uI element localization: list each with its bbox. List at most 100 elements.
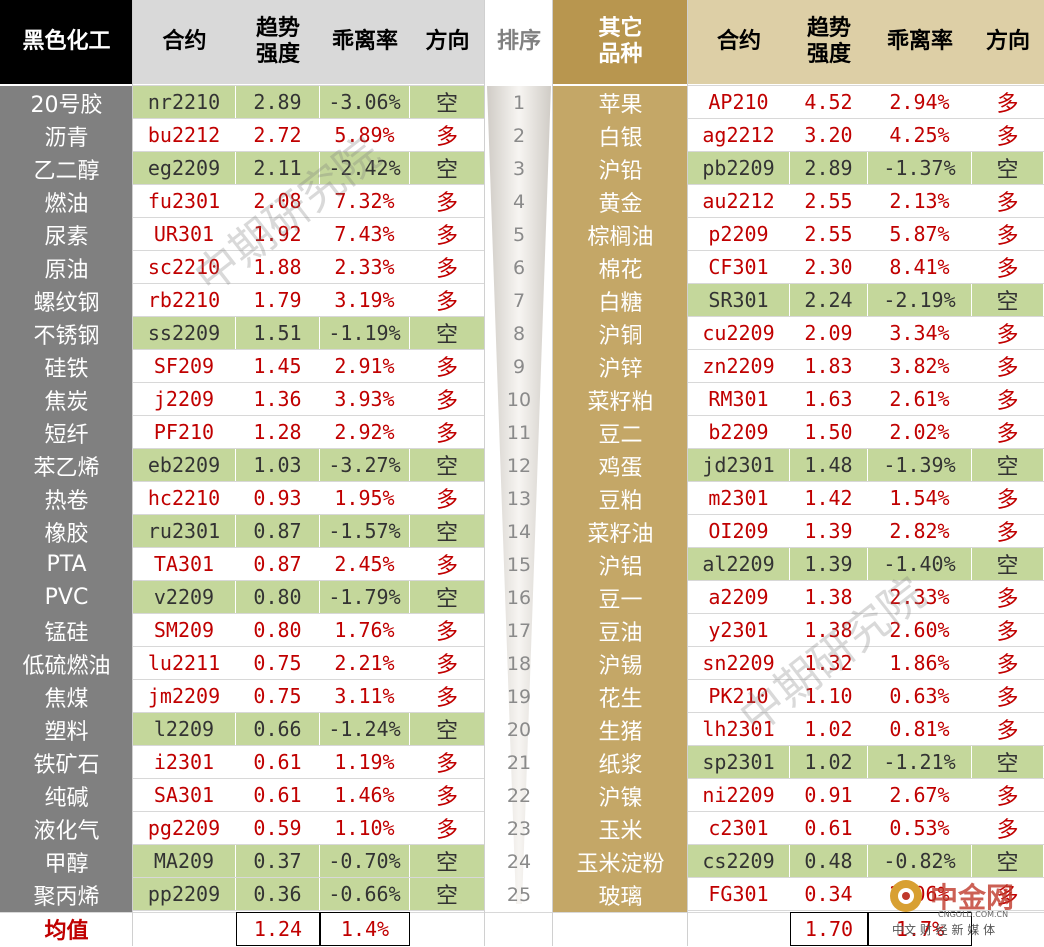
left-row-trend: 0.61	[236, 779, 320, 812]
left-row-trend: 0.61	[236, 746, 320, 779]
rank-number: 16	[506, 586, 532, 609]
left-row-contract: hc2210	[133, 482, 236, 515]
footer-right-trend-avg: 1.70	[790, 912, 868, 946]
left-row-direction: 空	[410, 317, 485, 350]
right-row-contract: a2209	[688, 581, 790, 614]
left-row-divider	[133, 151, 485, 152]
right-row-divider	[688, 151, 1044, 152]
left-row-contract: j2209	[133, 383, 236, 416]
left-row-trend: 1.79	[236, 284, 320, 317]
right-row-name: 沪锌	[598, 356, 643, 382]
right-row-divider	[688, 283, 1044, 284]
left-row-deviation: -1.79%	[320, 581, 410, 614]
left-row-direction: 空	[410, 152, 485, 185]
right-row-contract: p2209	[688, 218, 790, 251]
left-row-direction: 多	[410, 746, 485, 779]
left-row-divider	[133, 349, 485, 350]
left-row-divider	[133, 580, 485, 581]
left-row-trend: 1.51	[236, 317, 320, 350]
right-row-trend: 2.89	[790, 152, 868, 185]
left-row-divider	[133, 316, 485, 317]
left-row-contract: l2209	[133, 713, 236, 746]
right-row-trend: 1.42	[790, 482, 868, 515]
left-row-divider	[133, 547, 485, 548]
left-row-contract: pg2209	[133, 812, 236, 845]
right-row-deviation: 3.82%	[868, 350, 972, 383]
left-row-contract: lu2211	[133, 647, 236, 680]
left-row-trend: 1.92	[236, 218, 320, 251]
footer-bg	[0, 912, 1044, 947]
left-row-deviation: 3.11%	[320, 680, 410, 713]
left-row-direction: 多	[410, 647, 485, 680]
left-row-direction: 空	[410, 581, 485, 614]
right-row-trend: 1.39	[790, 515, 868, 548]
right-row-trend: 1.39	[790, 548, 868, 581]
left-row-contract: TA301	[133, 548, 236, 581]
left-row-direction: 空	[410, 515, 485, 548]
left-row-deviation: 2.21%	[320, 647, 410, 680]
left-row-deviation: 1.10%	[320, 812, 410, 845]
left-row-direction: 多	[410, 548, 485, 581]
right-row-direction: 多	[972, 218, 1044, 251]
left-row-trend: 0.87	[236, 515, 320, 548]
right-row-divider	[688, 646, 1044, 647]
right-row-deviation: 3.34%	[868, 317, 972, 350]
header-left-direction: 方向	[410, 0, 485, 84]
right-row-contract: SR301	[688, 284, 790, 317]
rank-number: 22	[506, 784, 532, 807]
right-row-trend: 1.83	[790, 350, 868, 383]
right-row-deviation: 1.54%	[868, 482, 972, 515]
left-row-trend: 2.89	[236, 86, 320, 119]
rank-number: 21	[506, 751, 532, 774]
left-row-divider	[133, 613, 485, 614]
rank-number: 13	[506, 487, 532, 510]
right-row-divider	[688, 679, 1044, 680]
left-row-deviation: 3.93%	[320, 383, 410, 416]
header-right-trend: 趋势 强度	[790, 0, 868, 84]
right-row-contract: OI209	[688, 515, 790, 548]
right-row-trend: 1.10	[790, 680, 868, 713]
rank-number: 7	[512, 289, 526, 312]
right-row-contract: m2301	[688, 482, 790, 515]
left-row-direction: 多	[410, 251, 485, 284]
right-row-deviation: 8.41%	[868, 251, 972, 284]
left-row-contract: bu2212	[133, 119, 236, 152]
left-row-divider	[133, 283, 485, 284]
left-row-direction: 空	[410, 878, 485, 911]
rank-number: 1	[512, 91, 526, 114]
left-row-divider	[133, 877, 485, 878]
left-row-name: 硅铁	[44, 356, 89, 382]
rank-left-divider	[484, 0, 485, 946]
left-row-name: 螺纹钢	[33, 290, 100, 316]
right-row-contract: RM301	[688, 383, 790, 416]
left-row-divider	[133, 217, 485, 218]
right-row-name: 黄金	[598, 191, 643, 217]
left-row-contract: sc2210	[133, 251, 236, 284]
right-row-trend: 1.48	[790, 449, 868, 482]
left-row-name: 锰硅	[44, 620, 89, 646]
right-row-contract: lh2301	[688, 713, 790, 746]
header-right-contract: 合约	[688, 0, 790, 84]
right-row-divider	[688, 580, 1044, 581]
left-row-direction: 多	[410, 482, 485, 515]
right-row-divider	[688, 118, 1044, 119]
right-row-contract: AP210	[688, 86, 790, 119]
right-row-deviation: -1.21%	[868, 746, 972, 779]
right-row-deviation: 2.02%	[868, 416, 972, 449]
right-row-direction: 多	[972, 614, 1044, 647]
right-row-divider	[688, 778, 1044, 779]
right-row-deviation: 5.87%	[868, 218, 972, 251]
left-row-direction: 多	[410, 218, 485, 251]
left-row-deviation: 1.46%	[320, 779, 410, 812]
left-row-direction: 多	[410, 779, 485, 812]
left-row-name: 焦炭	[44, 389, 89, 415]
rank-number: 9	[512, 355, 526, 378]
header-right-direction: 方向	[972, 0, 1044, 84]
left-row-contract: ru2301	[133, 515, 236, 548]
left-row-deviation: -1.24%	[320, 713, 410, 746]
right-row-direction: 多	[972, 812, 1044, 845]
rank-number: 11	[506, 421, 532, 444]
left-row-trend: 0.36	[236, 878, 320, 911]
right-row-divider	[688, 745, 1044, 746]
right-row-trend: 2.30	[790, 251, 868, 284]
